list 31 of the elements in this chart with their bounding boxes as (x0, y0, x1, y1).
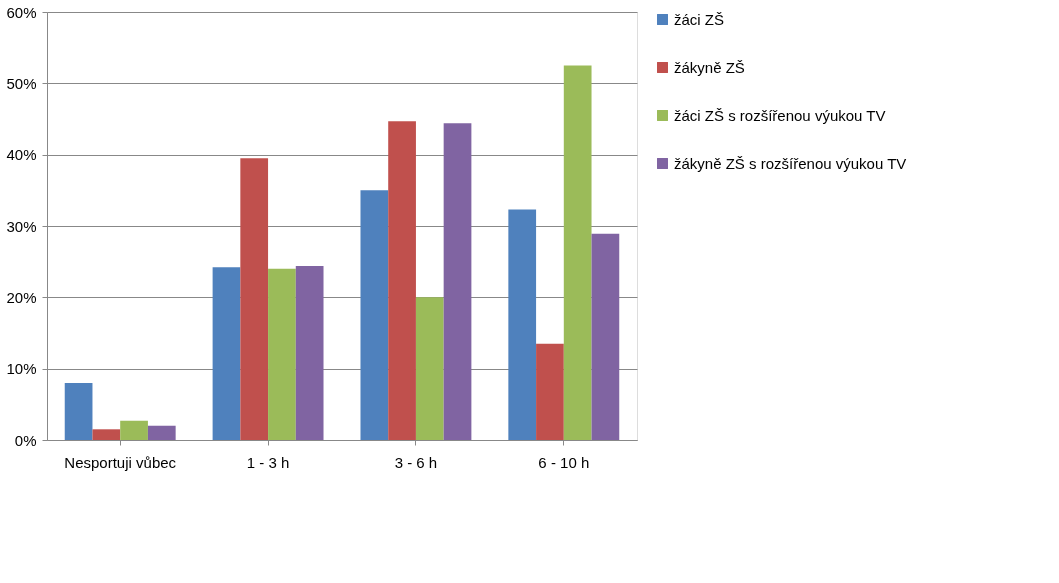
bar (64, 382, 93, 440)
y-tick-label: 10% (6, 360, 37, 378)
y-tick-label: 20% (6, 288, 37, 306)
bar (388, 121, 416, 440)
y-tick-label: 60% (6, 3, 37, 21)
x-tick-label: Nesportuji vůbec (64, 453, 177, 471)
bar (591, 233, 620, 440)
x-tick-label: 3 - 6 h (394, 453, 438, 471)
bar (536, 343, 564, 440)
y-tick-label: 30% (6, 217, 37, 235)
bar (295, 265, 324, 440)
x-tick-label: 6 - 10 h (538, 453, 590, 471)
bar (563, 65, 592, 440)
bar (508, 209, 537, 440)
bar (240, 158, 269, 440)
legend-label: žákyně ZŠ (674, 58, 745, 76)
bar (147, 425, 176, 440)
bar (443, 123, 472, 440)
legend-label: žáci ZŠ (674, 10, 725, 28)
bar (268, 268, 296, 440)
bar (360, 190, 389, 440)
legend-label: žákyně ZŠ s rozšířenou výukou TV (674, 154, 907, 172)
x-tick-label: 1 - 3 h (246, 453, 290, 471)
y-tick-label: 50% (6, 74, 37, 92)
bar (120, 420, 148, 440)
y-tick-label: 0% (14, 431, 37, 449)
bar (92, 429, 121, 440)
bar (212, 267, 241, 440)
y-tick-label: 40% (6, 146, 37, 164)
legend-label: žáci ZŠ s rozšířenou výukou TV (674, 106, 886, 124)
bar (415, 297, 444, 440)
